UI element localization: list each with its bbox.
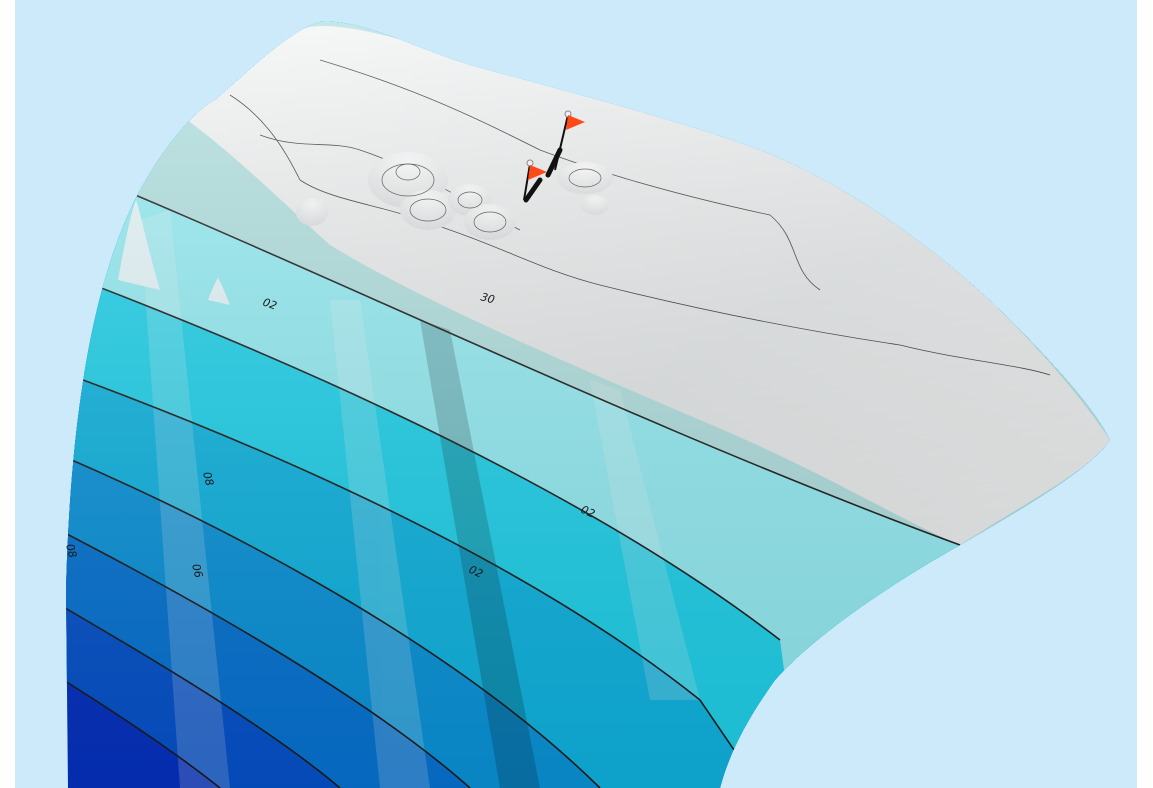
contour-label: 08 bbox=[200, 470, 216, 487]
contour-label: 02 bbox=[467, 563, 485, 581]
contour-label: 30 bbox=[479, 290, 496, 306]
flag-marker-lower[interactable] bbox=[523, 159, 547, 203]
left-frame bbox=[0, 0, 15, 788]
flag-icon bbox=[566, 115, 585, 130]
flag-pole bbox=[523, 163, 531, 201]
flag-icon bbox=[528, 165, 547, 180]
flag-marker-upper[interactable] bbox=[545, 110, 585, 178]
contour-label: 08 bbox=[63, 542, 79, 559]
contour-labels: 02 30 02 02 08 06 08 bbox=[63, 290, 597, 580]
flag-track bbox=[545, 147, 563, 178]
contour-label: 02 bbox=[579, 503, 597, 521]
contour-label: 06 bbox=[189, 562, 205, 579]
contour-label: 02 bbox=[261, 296, 279, 313]
flag-track bbox=[523, 177, 543, 203]
right-frame bbox=[1137, 0, 1153, 788]
